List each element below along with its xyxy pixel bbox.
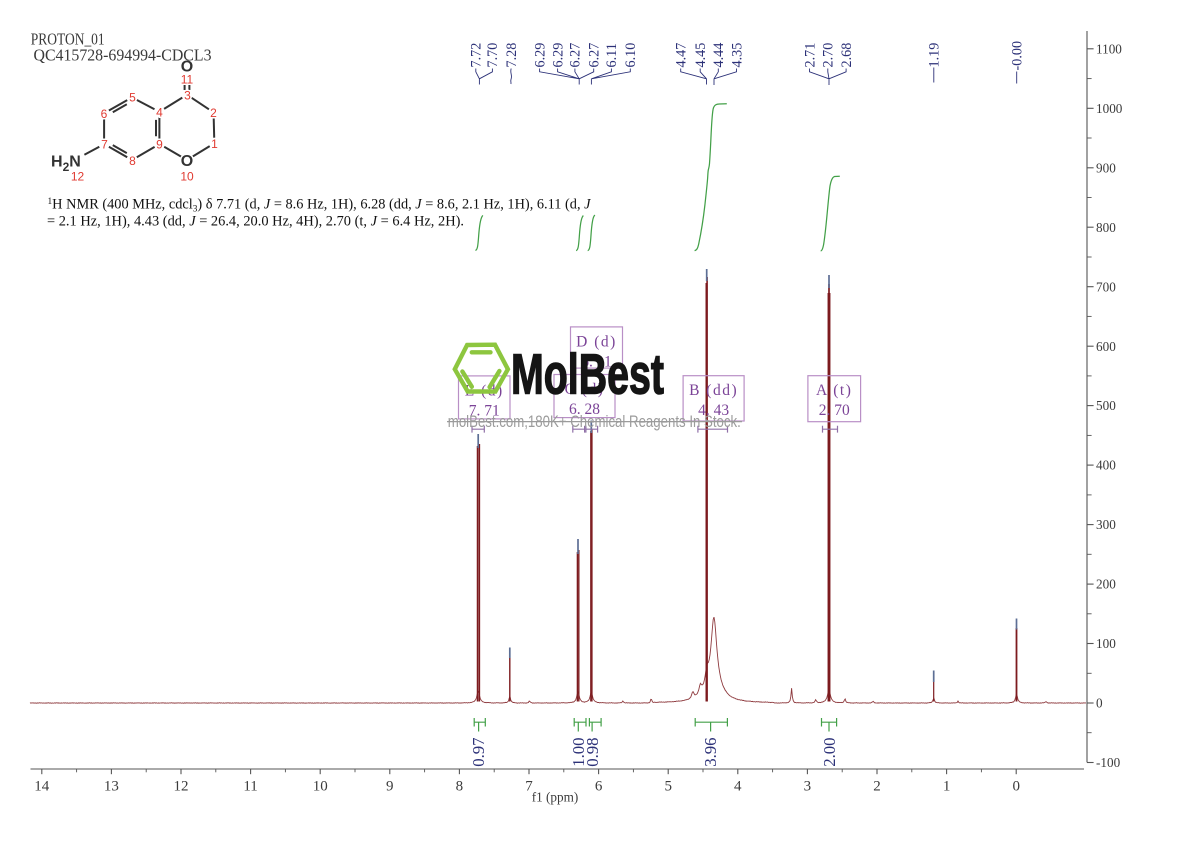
svg-text:6.11: 6.11 bbox=[604, 43, 620, 67]
svg-text:6: 6 bbox=[101, 107, 108, 121]
svg-text:= 2.1 Hz, 1H), 4.43 (dd, J = 2: = 2.1 Hz, 1H), 4.43 (dd, J = 26.4, 20.0 … bbox=[47, 214, 464, 230]
svg-text:1100: 1100 bbox=[1096, 41, 1122, 56]
svg-text:1: 1 bbox=[943, 779, 951, 795]
svg-text:6.29: 6.29 bbox=[532, 43, 548, 68]
svg-text:H2N: H2N bbox=[51, 154, 81, 175]
svg-text:3: 3 bbox=[184, 89, 191, 103]
svg-text:6: 6 bbox=[595, 779, 603, 795]
svg-text:7.70: 7.70 bbox=[485, 43, 501, 68]
svg-text:3: 3 bbox=[804, 779, 812, 795]
svg-text:7: 7 bbox=[525, 779, 533, 795]
svg-text:2.70: 2.70 bbox=[821, 43, 837, 68]
svg-text:100: 100 bbox=[1096, 636, 1116, 651]
svg-text:1.19: 1.19 bbox=[927, 43, 943, 68]
svg-text:7: 7 bbox=[101, 138, 108, 152]
svg-text:MolBest: MolBest bbox=[511, 343, 664, 407]
svg-text:1.00: 1.00 bbox=[569, 737, 588, 766]
svg-text:C (d): C (d) bbox=[565, 381, 605, 398]
svg-text:700: 700 bbox=[1096, 279, 1116, 294]
svg-text:2.68: 2.68 bbox=[839, 43, 855, 68]
svg-text:1H NMR (400 MHz, cdcl3) δ 7.71: 1H NMR (400 MHz, cdcl3) δ 7.71 (d, J = 8… bbox=[48, 196, 592, 214]
svg-text:2.00: 2.00 bbox=[820, 737, 839, 766]
svg-text:900: 900 bbox=[1096, 160, 1116, 175]
svg-text:4.44: 4.44 bbox=[711, 43, 727, 68]
svg-text:6.10: 6.10 bbox=[623, 43, 639, 68]
svg-text:4.35: 4.35 bbox=[729, 43, 745, 68]
svg-text:800: 800 bbox=[1096, 220, 1116, 235]
svg-text:5: 5 bbox=[129, 91, 136, 105]
svg-text:2. 70: 2. 70 bbox=[819, 402, 850, 419]
svg-text:7. 71: 7. 71 bbox=[469, 402, 500, 419]
svg-text:-100: -100 bbox=[1096, 755, 1121, 770]
svg-text:2.71: 2.71 bbox=[802, 43, 818, 68]
svg-text:A (t): A (t) bbox=[816, 382, 852, 399]
svg-text:D (d): D (d) bbox=[576, 333, 617, 350]
svg-text:2: 2 bbox=[210, 106, 217, 120]
svg-text:6.27: 6.27 bbox=[587, 43, 603, 68]
svg-text:O: O bbox=[181, 153, 193, 170]
svg-text:600: 600 bbox=[1096, 339, 1116, 354]
svg-text:0.98: 0.98 bbox=[583, 737, 602, 766]
svg-text:f1 (ppm): f1 (ppm) bbox=[532, 790, 579, 805]
svg-text:6.27: 6.27 bbox=[568, 43, 584, 68]
svg-text:4. 43: 4. 43 bbox=[698, 402, 729, 419]
svg-text:10: 10 bbox=[180, 170, 194, 184]
svg-text:0.97: 0.97 bbox=[469, 737, 488, 766]
svg-text:4.47: 4.47 bbox=[674, 43, 690, 68]
svg-text:8: 8 bbox=[456, 779, 464, 795]
svg-text:200: 200 bbox=[1096, 577, 1116, 592]
svg-text:4: 4 bbox=[156, 106, 163, 120]
svg-text:3.96: 3.96 bbox=[701, 737, 720, 766]
svg-text:8: 8 bbox=[129, 154, 136, 168]
svg-text:6. 11: 6. 11 bbox=[581, 353, 611, 370]
svg-text:1: 1 bbox=[211, 137, 218, 151]
svg-text:2: 2 bbox=[873, 779, 881, 795]
svg-text:PROTON_01: PROTON_01 bbox=[31, 29, 105, 48]
svg-text:11: 11 bbox=[181, 73, 194, 87]
svg-text:11: 11 bbox=[243, 779, 257, 795]
svg-text:B (dd): B (dd) bbox=[689, 382, 738, 399]
svg-text:1000: 1000 bbox=[1096, 101, 1123, 116]
svg-text:300: 300 bbox=[1096, 517, 1116, 532]
svg-text:500: 500 bbox=[1096, 398, 1116, 413]
svg-text:O: O bbox=[181, 59, 193, 76]
svg-text:0: 0 bbox=[1096, 696, 1103, 711]
svg-text:400: 400 bbox=[1096, 458, 1116, 473]
svg-text:-0.00: -0.00 bbox=[1010, 41, 1026, 71]
svg-text:12: 12 bbox=[174, 779, 189, 795]
svg-text:12: 12 bbox=[71, 170, 85, 184]
svg-text:6.29: 6.29 bbox=[550, 43, 566, 68]
svg-text:10: 10 bbox=[313, 779, 328, 795]
svg-text:7.28: 7.28 bbox=[504, 43, 520, 68]
svg-text:4.45: 4.45 bbox=[693, 43, 709, 68]
svg-text:0: 0 bbox=[1012, 779, 1020, 795]
svg-text:6. 28: 6. 28 bbox=[569, 401, 600, 418]
svg-text:13: 13 bbox=[104, 779, 119, 795]
svg-text:QC415728-694994-CDCL3: QC415728-694994-CDCL3 bbox=[34, 46, 212, 65]
svg-text:14: 14 bbox=[34, 779, 50, 795]
svg-text:5: 5 bbox=[664, 779, 672, 795]
svg-text:9: 9 bbox=[156, 138, 163, 152]
svg-text:4: 4 bbox=[734, 779, 742, 795]
svg-text:9: 9 bbox=[386, 779, 394, 795]
svg-text:7.72: 7.72 bbox=[469, 43, 485, 68]
